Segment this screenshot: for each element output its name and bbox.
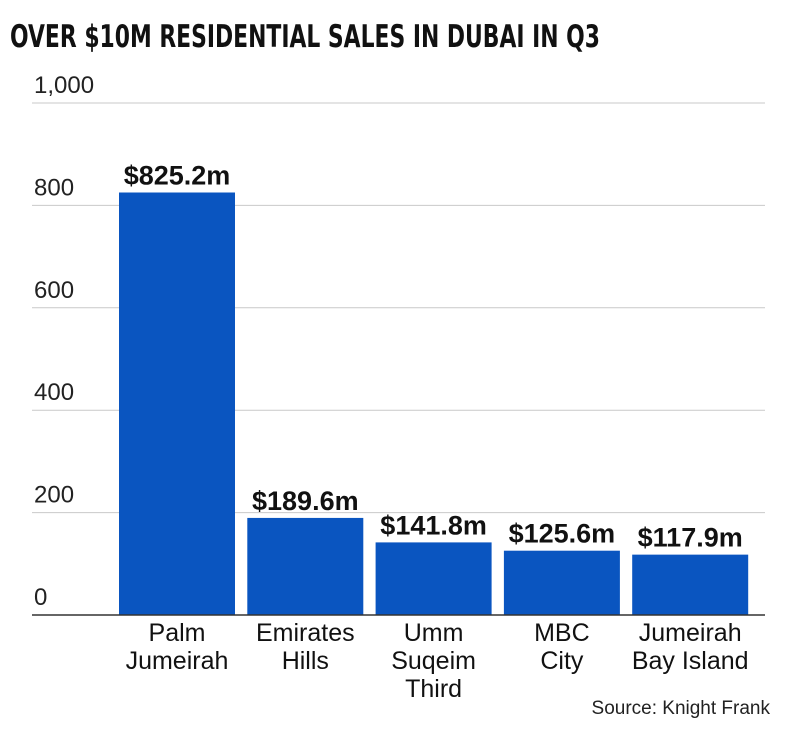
bar-2 — [247, 517, 364, 615]
bar-4 — [503, 550, 620, 615]
category-label-line: Bay Island — [632, 647, 749, 675]
category-label: MBC City — [534, 619, 590, 675]
y-tick-label: 0 — [34, 584, 47, 611]
category-label-line: Jumeirah — [639, 619, 742, 647]
category-label-line: Umm — [404, 619, 464, 647]
y-tick-label: 400 — [34, 379, 74, 406]
category-label-line: Jumeirah — [126, 647, 229, 675]
value-label: $825.2m — [124, 160, 231, 190]
y-tick-label: 800 — [34, 174, 74, 201]
value-labels: $825.2m $189.6m $141.8m $125.6m $117.9m — [124, 160, 743, 552]
category-label-line: City — [540, 647, 584, 675]
category-label-line: Third — [405, 675, 462, 703]
category-label: Emirates Hills — [256, 619, 355, 675]
bar-1 — [119, 192, 235, 615]
value-label: $189.6m — [252, 486, 359, 516]
value-label: $141.8m — [380, 510, 487, 540]
y-tick-label: 200 — [34, 482, 74, 509]
category-label-line: Emirates — [256, 619, 355, 647]
category-label-line: Suqeim — [391, 647, 476, 675]
chart-title: OVER $10M RESIDENTIAL SALES IN DUBAI IN … — [10, 19, 600, 55]
category-label: Umm Suqeim Third — [391, 619, 476, 703]
value-label: $125.6m — [509, 519, 616, 549]
value-label: $117.9m — [638, 523, 743, 553]
bar-3 — [375, 542, 492, 615]
category-label: Palm Jumeirah — [126, 619, 229, 675]
category-label-line: Palm — [149, 619, 206, 647]
y-tick-label: 1,000 — [34, 72, 94, 99]
category-label-line: MBC — [534, 619, 590, 647]
y-tick-label: 600 — [34, 277, 74, 304]
category-label-line: Hills — [282, 647, 329, 675]
bar-5 — [632, 554, 749, 615]
source-note: Source: Knight Frank — [592, 698, 771, 719]
y-axis-ticks: 0 200 400 600 800 1,000 — [34, 72, 94, 611]
category-label: Jumeirah Bay Island — [632, 619, 749, 675]
bars — [119, 192, 749, 615]
